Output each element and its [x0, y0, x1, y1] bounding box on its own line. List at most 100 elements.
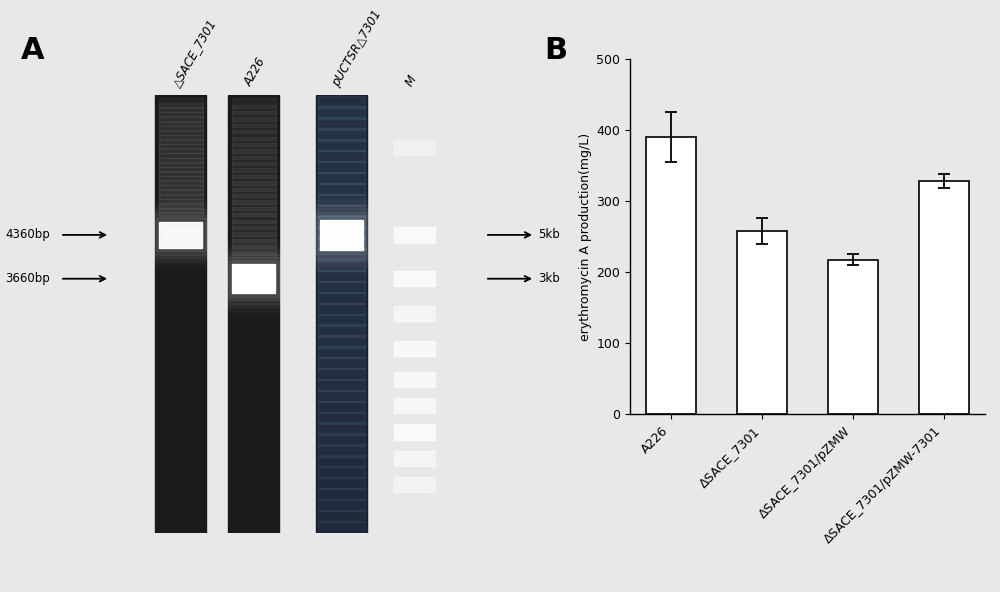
Bar [229, 261, 279, 297]
Bar [318, 488, 365, 500]
Bar [394, 140, 435, 155]
Bar [159, 208, 203, 217]
Bar [232, 130, 276, 140]
Bar [828, 259, 878, 414]
Bar [159, 126, 203, 135]
Text: 4360bp: 4360bp [5, 229, 50, 242]
Bar [398, 428, 431, 436]
Bar [159, 203, 203, 213]
Bar [318, 194, 365, 206]
Bar [318, 259, 365, 271]
Text: 3660bp: 3660bp [5, 272, 50, 285]
Bar [159, 222, 202, 248]
Bar [159, 130, 203, 140]
Bar [318, 390, 365, 402]
Bar [212, 243, 295, 314]
Bar [232, 181, 276, 191]
Bar [318, 368, 365, 380]
Bar [318, 477, 365, 489]
Bar [300, 197, 383, 274]
Bar [232, 98, 276, 108]
Bar [232, 239, 276, 249]
Bar [232, 124, 276, 133]
Bar [149, 212, 212, 258]
Bar [143, 205, 219, 265]
Bar [394, 398, 435, 413]
Text: A226: A226 [242, 56, 269, 89]
Bar [398, 402, 431, 410]
Bar [318, 423, 365, 435]
Bar [159, 112, 203, 121]
Bar [394, 424, 435, 440]
Bar [398, 345, 431, 353]
Bar [159, 176, 203, 185]
Bar [307, 204, 376, 266]
Bar [159, 222, 202, 248]
Bar [318, 95, 365, 108]
Bar [159, 162, 203, 172]
Bar [318, 172, 365, 184]
Bar [318, 226, 365, 239]
Bar [318, 411, 365, 424]
Bar [232, 226, 276, 236]
Bar [320, 220, 363, 250]
Bar [318, 107, 365, 119]
Bar [146, 208, 215, 261]
Bar [310, 208, 373, 262]
Bar [159, 185, 203, 195]
Bar [232, 149, 276, 159]
Bar [159, 98, 203, 108]
Bar [318, 510, 365, 522]
Bar [318, 335, 365, 348]
Bar [394, 227, 435, 243]
Bar [232, 105, 276, 114]
Bar [318, 292, 365, 304]
Bar [398, 310, 431, 317]
Bar [318, 379, 365, 391]
Bar [316, 215, 366, 254]
Bar [159, 121, 203, 131]
Bar [318, 455, 365, 468]
Bar [159, 103, 203, 112]
Bar [324, 227, 359, 243]
Bar [318, 498, 365, 511]
Bar [303, 201, 379, 269]
Bar [232, 188, 276, 197]
Bar [159, 194, 203, 204]
Bar [318, 281, 365, 293]
Bar [222, 254, 285, 304]
Bar [318, 117, 365, 130]
Bar [209, 240, 298, 318]
Bar [318, 128, 365, 140]
Bar [152, 215, 209, 255]
Bar [232, 245, 276, 255]
Bar [394, 372, 435, 387]
Bar [159, 107, 203, 117]
Bar [232, 213, 276, 223]
Bar [394, 271, 435, 287]
Bar [232, 156, 276, 165]
Bar [236, 272, 271, 286]
Bar [232, 265, 275, 293]
Bar [232, 169, 276, 178]
Bar [159, 199, 203, 208]
Bar [320, 220, 363, 250]
Bar [318, 357, 365, 369]
Bar [318, 237, 365, 249]
Bar [232, 143, 276, 153]
Bar [232, 220, 276, 229]
Bar [318, 466, 365, 478]
Bar [232, 111, 276, 121]
Bar [318, 324, 365, 337]
Bar [159, 157, 203, 167]
Bar [398, 143, 431, 151]
Bar [318, 444, 365, 456]
Bar [232, 201, 276, 210]
Bar [159, 167, 203, 176]
Bar [232, 252, 276, 261]
Bar [159, 135, 203, 144]
Bar [159, 139, 203, 149]
Bar [232, 117, 276, 127]
Text: A: A [21, 36, 44, 65]
Text: △SACE_7301: △SACE_7301 [169, 17, 219, 89]
